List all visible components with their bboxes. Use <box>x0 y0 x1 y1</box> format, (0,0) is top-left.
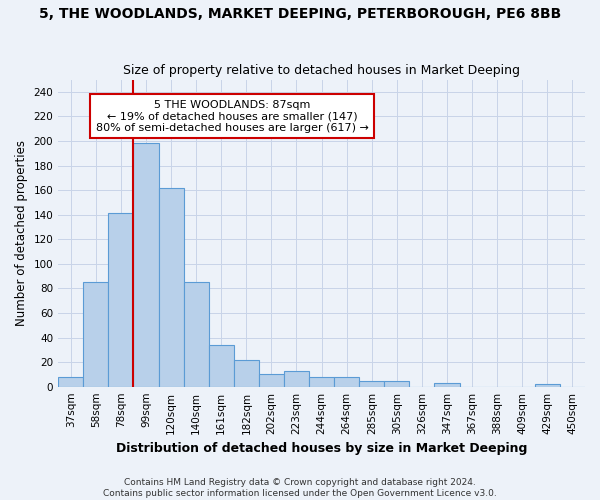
Bar <box>184 282 209 387</box>
Bar <box>385 380 409 386</box>
Bar <box>359 380 385 386</box>
Bar <box>109 214 133 386</box>
Title: Size of property relative to detached houses in Market Deeping: Size of property relative to detached ho… <box>123 64 520 77</box>
Bar <box>209 345 234 387</box>
Bar <box>83 282 109 387</box>
Bar <box>535 384 560 386</box>
Text: Contains HM Land Registry data © Crown copyright and database right 2024.
Contai: Contains HM Land Registry data © Crown c… <box>103 478 497 498</box>
Bar <box>259 374 284 386</box>
Bar <box>58 377 83 386</box>
Bar <box>133 144 158 386</box>
Bar <box>158 188 184 386</box>
Bar <box>234 360 259 386</box>
Y-axis label: Number of detached properties: Number of detached properties <box>15 140 28 326</box>
Bar <box>434 383 460 386</box>
Text: 5 THE WOODLANDS: 87sqm
← 19% of detached houses are smaller (147)
80% of semi-de: 5 THE WOODLANDS: 87sqm ← 19% of detached… <box>95 100 368 132</box>
Bar <box>309 377 334 386</box>
Bar <box>284 370 309 386</box>
Text: 5, THE WOODLANDS, MARKET DEEPING, PETERBOROUGH, PE6 8BB: 5, THE WOODLANDS, MARKET DEEPING, PETERB… <box>39 8 561 22</box>
X-axis label: Distribution of detached houses by size in Market Deeping: Distribution of detached houses by size … <box>116 442 527 455</box>
Bar <box>334 377 359 386</box>
